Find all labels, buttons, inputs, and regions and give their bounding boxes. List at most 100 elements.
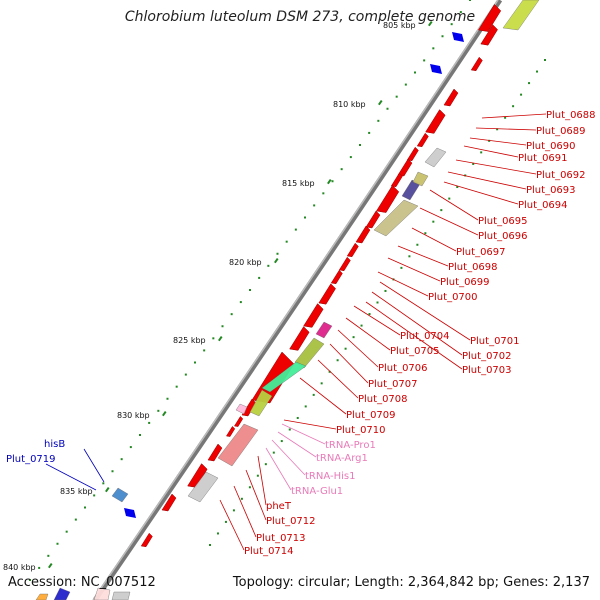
inner-tick-dot: [480, 151, 483, 154]
inner-tick-dot: [248, 486, 251, 489]
outer-tick-dot: [129, 446, 132, 449]
outer-tick-dot: [258, 276, 261, 279]
leader-line: [469, 137, 527, 146]
inner-tick-dot: [320, 382, 323, 385]
outer-tick-dot: [469, 0, 471, 1]
outer-tick-dot: [74, 518, 77, 521]
kbp-tick: [105, 486, 110, 493]
leader-line: [419, 207, 479, 236]
inner-tick-dot: [440, 209, 443, 212]
outer-tick-dot: [212, 337, 215, 340]
outer-tick-dot: [56, 542, 59, 545]
outer-tick-dot: [157, 409, 160, 412]
forward-gene-arrow: [318, 283, 336, 305]
kbp-label: 825 kbp: [173, 336, 206, 345]
forward-gene-arrow: [338, 256, 351, 272]
inner-tick-dot: [456, 186, 459, 189]
inner-tick-dot: [496, 128, 499, 131]
feature-box-lightpink: [93, 587, 111, 600]
outer-tick-dot: [38, 566, 41, 569]
forward-gene-arrow: [397, 158, 413, 177]
feature-box-green: [294, 337, 325, 369]
gene-label: Plut_0688: [546, 110, 596, 121]
forward-gene-arrow: [207, 443, 223, 462]
feature-box-magenta: [315, 321, 333, 339]
feature-box-teal: [261, 361, 307, 393]
outer-tick-dot: [175, 385, 178, 388]
gene-label: Plut_0695: [478, 216, 528, 227]
outer-tick-dot: [276, 252, 279, 255]
gene-label: Plut_0700: [428, 292, 478, 303]
outer-tick-dot: [139, 434, 141, 436]
gene-label: Plut_0694: [518, 200, 568, 211]
leader-line: [447, 171, 527, 190]
outer-tick-dot: [102, 482, 105, 485]
feature-box-salmon: [217, 423, 259, 467]
kbp-tick: [162, 410, 167, 417]
leader-line: [397, 245, 449, 267]
inner-tick-dot: [296, 416, 299, 419]
outer-tick-dot: [65, 530, 68, 533]
gene-label: Plut_0699: [440, 277, 490, 288]
outer-tick-dot: [230, 313, 233, 316]
gene-label: Plut_0714: [244, 546, 294, 557]
leader-line: [443, 181, 519, 205]
inner-tick-dot: [528, 82, 531, 85]
leader-line: [257, 455, 267, 506]
outer-tick-dot: [313, 204, 316, 207]
outer-tick-dot: [340, 168, 343, 171]
gene-label-blue: Plut_0719: [6, 454, 56, 465]
outer-tick-dot: [203, 349, 206, 352]
kbp-label: 820 kbp: [229, 258, 262, 267]
outer-tick-dot: [294, 228, 297, 231]
outer-tick-dot: [47, 554, 50, 557]
inner-tick-dot: [360, 324, 363, 327]
gene-label: Plut_0710: [336, 425, 386, 436]
gene-label-blue: hisB: [44, 439, 65, 450]
outer-tick-dot: [368, 131, 371, 134]
outer-tick-dot: [349, 156, 352, 159]
gene-label: Plut_0709: [346, 410, 396, 421]
outer-tick-dot: [93, 494, 96, 497]
inner-tick-dot: [224, 520, 227, 523]
gene-label: Plut_0692: [536, 170, 586, 181]
outer-tick-dot: [221, 325, 224, 328]
leader-line: [337, 329, 379, 368]
forward-gene-arrow: [355, 225, 371, 244]
outer-tick-dot: [450, 23, 453, 26]
feature-box-olive: [373, 199, 419, 237]
outer-tick-dot: [404, 83, 407, 86]
leader-line-trna: [281, 423, 326, 445]
leader-line: [455, 159, 537, 175]
feature-box-navy: [53, 587, 71, 600]
leader-line: [371, 291, 463, 356]
feature-box-orange: [35, 593, 49, 600]
gene-label: Plut_0705: [390, 346, 440, 357]
outer-tick-dot: [111, 470, 114, 473]
leader-line: [463, 145, 519, 158]
inner-tick-dot: [416, 243, 419, 246]
gene-label: Plut_0693: [526, 185, 576, 196]
inner-tick-dot: [368, 313, 371, 316]
gene-label: Plut_0701: [470, 336, 520, 347]
leader-line-trna: [277, 431, 317, 458]
genome-backbone: [92, 0, 503, 600]
inner-tick-dot: [424, 232, 427, 235]
feature-box-pink: [235, 403, 248, 415]
leader-line: [387, 257, 441, 282]
outer-tick-dot: [331, 180, 334, 183]
forward-gene-arrow: [289, 326, 310, 351]
inner-tick-dot: [472, 162, 475, 165]
forward-gene-arrow: [477, 4, 502, 32]
topology-text: Topology: circular; Length: 2,364,842 bp…: [232, 575, 590, 590]
forward-gene-arrow: [416, 132, 429, 148]
outer-tick-dot: [184, 373, 187, 376]
kbp-tick: [327, 178, 332, 185]
outer-tick-dot: [459, 11, 462, 14]
inner-tick-dot: [344, 347, 347, 350]
leader-line: [233, 485, 257, 538]
inner-tick-dot: [536, 70, 539, 73]
leader-line: [379, 281, 471, 341]
inner-tick-dot: [216, 532, 219, 535]
